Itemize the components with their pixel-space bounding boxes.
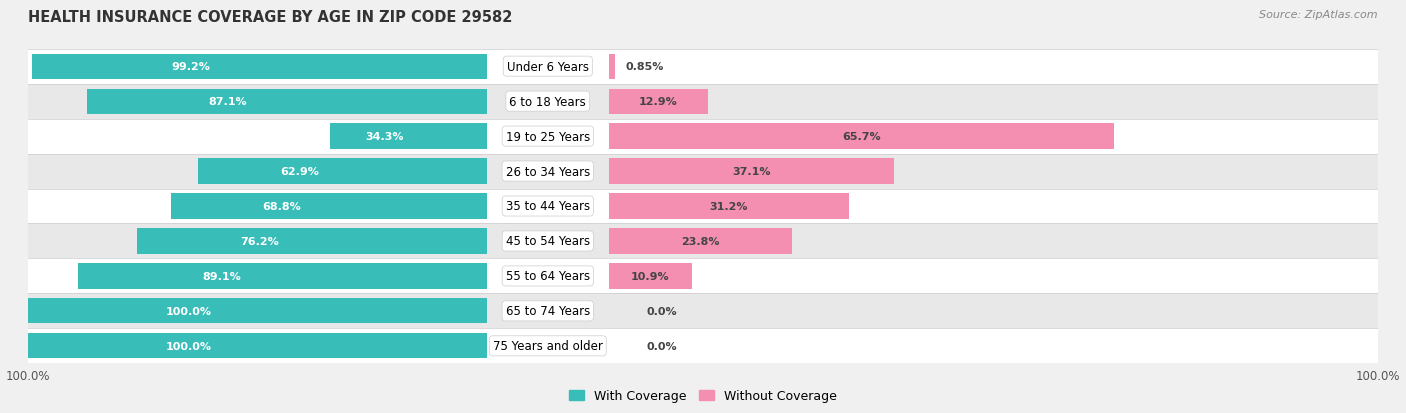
Bar	[609, 89, 707, 114]
Bar	[198, 159, 486, 184]
Bar	[138, 229, 486, 254]
Bar	[609, 55, 614, 80]
Text: 99.2%: 99.2%	[172, 62, 211, 72]
Text: 89.1%: 89.1%	[202, 271, 240, 281]
Text: 0.85%: 0.85%	[626, 62, 664, 72]
Bar	[609, 159, 894, 184]
Text: 100.0%: 100.0%	[166, 306, 212, 316]
Bar	[329, 124, 486, 150]
Text: 19 to 25 Years: 19 to 25 Years	[506, 130, 591, 143]
Bar	[28, 329, 1378, 363]
Bar	[28, 259, 1378, 294]
Bar	[87, 89, 486, 114]
Bar	[28, 84, 1378, 119]
Text: 45 to 54 Years: 45 to 54 Years	[506, 235, 591, 248]
Text: 62.9%: 62.9%	[280, 166, 319, 177]
Text: 34.3%: 34.3%	[366, 132, 404, 142]
Text: 0.0%: 0.0%	[647, 306, 678, 316]
Bar	[172, 194, 486, 219]
Text: 0.0%: 0.0%	[647, 341, 678, 351]
Text: 75 Years and older: 75 Years and older	[494, 339, 603, 352]
Text: 55 to 64 Years: 55 to 64 Years	[506, 270, 591, 283]
Text: HEALTH INSURANCE COVERAGE BY AGE IN ZIP CODE 29582: HEALTH INSURANCE COVERAGE BY AGE IN ZIP …	[28, 10, 513, 25]
Text: 35 to 44 Years: 35 to 44 Years	[506, 200, 591, 213]
Legend: With Coverage, Without Coverage: With Coverage, Without Coverage	[564, 385, 842, 408]
Bar	[609, 124, 1114, 150]
Bar	[609, 263, 692, 289]
Text: 31.2%: 31.2%	[709, 202, 748, 211]
Text: 76.2%: 76.2%	[240, 236, 280, 247]
Text: Source: ZipAtlas.com: Source: ZipAtlas.com	[1260, 10, 1378, 20]
Text: 26 to 34 Years: 26 to 34 Years	[506, 165, 591, 178]
Text: 100.0%: 100.0%	[166, 341, 212, 351]
Bar	[609, 194, 849, 219]
Bar	[28, 299, 486, 324]
Bar	[28, 189, 1378, 224]
Bar	[609, 229, 792, 254]
Bar	[28, 224, 1378, 259]
Text: 12.9%: 12.9%	[638, 97, 678, 107]
Bar	[79, 263, 486, 289]
Text: 65 to 74 Years: 65 to 74 Years	[506, 305, 591, 318]
Text: 65.7%: 65.7%	[842, 132, 880, 142]
Text: Under 6 Years: Under 6 Years	[506, 61, 589, 74]
Text: 6 to 18 Years: 6 to 18 Years	[509, 95, 586, 108]
Text: 87.1%: 87.1%	[208, 97, 246, 107]
Text: 68.8%: 68.8%	[263, 202, 301, 211]
Bar	[28, 50, 1378, 84]
Bar	[28, 294, 1378, 329]
Text: 37.1%: 37.1%	[733, 166, 770, 177]
Bar	[28, 154, 1378, 189]
Bar	[32, 55, 486, 80]
Bar	[28, 333, 486, 358]
Text: 10.9%: 10.9%	[631, 271, 669, 281]
Bar	[28, 119, 1378, 154]
Text: 23.8%: 23.8%	[681, 236, 720, 247]
